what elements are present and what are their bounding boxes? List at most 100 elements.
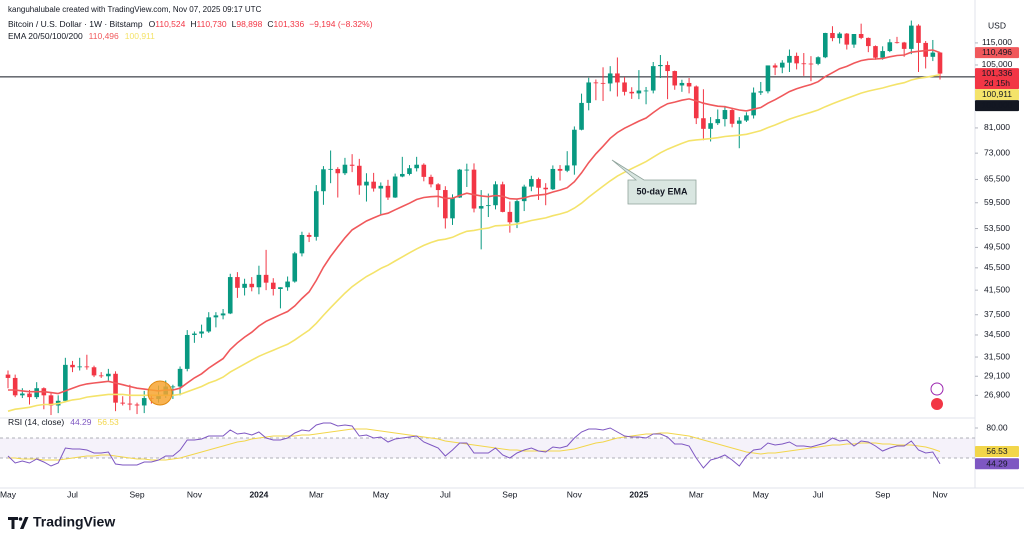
y-tick-label: 37,500 bbox=[984, 309, 1010, 319]
candle-body bbox=[120, 402, 126, 404]
y-tick-label: 105,000 bbox=[982, 59, 1013, 69]
candle-body bbox=[715, 119, 721, 124]
y-tick-label: 73,000 bbox=[984, 147, 1010, 157]
candle-body bbox=[887, 42, 893, 52]
price-tag-label: 100,911 bbox=[982, 89, 1012, 99]
credit: kanguhalubale created with TradingView.c… bbox=[8, 5, 262, 14]
candle-body bbox=[772, 65, 778, 68]
candle-body bbox=[263, 274, 269, 283]
x-tick-label: Mar bbox=[689, 489, 704, 499]
legend-item: Bitcoin / U.S. Dollar · 1W · Bitstamp bbox=[8, 19, 143, 29]
candle-body bbox=[292, 253, 298, 282]
candle-body bbox=[765, 65, 771, 92]
legend-item: 110,496 bbox=[89, 31, 119, 41]
x-tick-label: May bbox=[753, 489, 770, 499]
candle-body bbox=[507, 211, 513, 223]
candle-body bbox=[471, 169, 477, 209]
legend-item: C bbox=[267, 19, 273, 29]
candle-body bbox=[866, 37, 871, 47]
price-tag-label: 110,496 bbox=[982, 47, 1012, 57]
price-tag bbox=[975, 458, 1019, 470]
candle-body bbox=[937, 52, 943, 74]
x-tick-label: Jul bbox=[440, 489, 451, 499]
legend-item: L bbox=[232, 19, 237, 29]
candle-body bbox=[306, 234, 312, 237]
candle-body bbox=[564, 165, 570, 171]
y-tick-label: 31,500 bbox=[984, 351, 1010, 361]
y-tick-label: 81,000 bbox=[984, 122, 1010, 132]
candle-body bbox=[779, 62, 785, 68]
candle-body bbox=[529, 179, 534, 187]
candle-body bbox=[113, 373, 118, 403]
candle-body bbox=[822, 32, 828, 58]
icon[interactable] bbox=[931, 398, 943, 410]
candle-body bbox=[421, 164, 427, 177]
candle-body bbox=[500, 184, 505, 212]
price-tag-label: 44.29 bbox=[986, 458, 1008, 468]
y-tick-label: 45,500 bbox=[984, 262, 1010, 272]
candle-body bbox=[464, 169, 470, 171]
candle-body bbox=[930, 52, 936, 57]
candle-body bbox=[371, 181, 376, 189]
candle-body bbox=[801, 63, 807, 65]
price-tag-label: 56.53 bbox=[986, 446, 1008, 456]
candle-body bbox=[658, 64, 663, 67]
candle-body bbox=[443, 190, 448, 219]
candle-body bbox=[543, 187, 548, 190]
y-tick-label: 65,500 bbox=[984, 174, 1010, 184]
candle-body bbox=[880, 51, 885, 58]
y-tick-label: 53,500 bbox=[984, 223, 1010, 233]
price-tag-label: 100,000 bbox=[982, 100, 1013, 110]
candle-body bbox=[615, 73, 620, 83]
candle-body bbox=[901, 42, 907, 49]
legend-item: EMA 20/50/100/200 bbox=[8, 31, 83, 41]
candle-body bbox=[794, 55, 799, 64]
x-tick-label: Mar bbox=[309, 489, 324, 499]
legend-item: 101,336 bbox=[273, 19, 304, 29]
candle-body bbox=[177, 368, 183, 387]
candle-body bbox=[378, 185, 384, 189]
legend-item: RSI (14, close) bbox=[8, 417, 64, 427]
candle-body bbox=[686, 82, 692, 87]
rsi-band bbox=[0, 438, 975, 458]
price-tag-label: 101,336 bbox=[982, 68, 1013, 78]
candle-body bbox=[98, 375, 104, 377]
y-tick-label: 59,500 bbox=[984, 197, 1010, 207]
candle-body bbox=[235, 277, 240, 288]
candle-body bbox=[851, 34, 857, 45]
candle-body bbox=[701, 118, 706, 129]
candle-body bbox=[665, 64, 670, 72]
candle-body bbox=[199, 331, 204, 334]
candle-body bbox=[141, 398, 147, 406]
candle-body bbox=[909, 25, 914, 49]
candle-body bbox=[729, 110, 735, 124]
candle-body bbox=[708, 123, 713, 129]
candle-body bbox=[342, 164, 348, 174]
candle-body bbox=[744, 115, 749, 121]
candle-body bbox=[77, 366, 82, 368]
y-tick-label: 41,500 bbox=[984, 284, 1010, 294]
candle-body bbox=[184, 334, 190, 369]
x-tick-label: Jul bbox=[813, 489, 824, 499]
candle-body bbox=[213, 315, 219, 318]
candle-body bbox=[557, 168, 563, 171]
candle-body bbox=[894, 42, 900, 44]
candle-body bbox=[600, 82, 606, 84]
symbol-legend: Bitcoin / U.S. Dollar · 1W · Bitstamp O11… bbox=[8, 19, 373, 29]
x-tick-label: Jul bbox=[67, 489, 78, 499]
candle-body bbox=[858, 34, 864, 38]
candle-body bbox=[514, 201, 520, 223]
x-tick-label: May bbox=[373, 489, 390, 499]
x-tick-label: Sep bbox=[875, 489, 890, 499]
candle-body bbox=[428, 176, 434, 185]
candle-body bbox=[328, 168, 333, 170]
callout-box bbox=[611, 159, 697, 205]
countdown: 2d 15h bbox=[984, 78, 1010, 88]
price-tag bbox=[975, 100, 1019, 112]
candle-body bbox=[586, 82, 592, 103]
rsi-line bbox=[7, 422, 941, 469]
icon[interactable] bbox=[930, 382, 944, 396]
x-tick-label: Sep bbox=[129, 489, 144, 499]
candle-body bbox=[313, 191, 319, 237]
